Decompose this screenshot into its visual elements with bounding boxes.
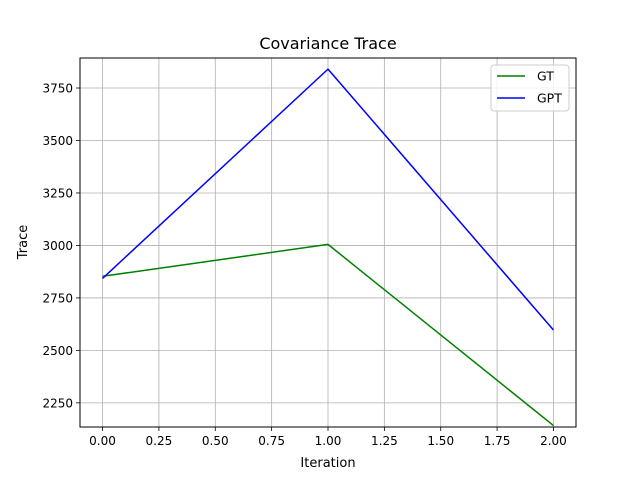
y-tick-label: 3000: [42, 239, 73, 253]
x-axis-ticks: 0.00 0.25 0.50 0.75 1.00 1.25 1.50 1.75 2.00: [89, 427, 567, 448]
y-tick-label: 3500: [42, 134, 73, 148]
x-tick-label: 2.00: [540, 434, 567, 448]
y-tick-label: 3750: [42, 82, 73, 96]
x-tick-label: 0.75: [258, 434, 285, 448]
y-axis-ticks: 2250 2500 2750 3000 3250 3500 3750: [42, 82, 80, 410]
x-tick-label: 0.25: [146, 434, 173, 448]
y-tick-label: 2750: [42, 291, 73, 305]
x-tick-label: 0.50: [202, 434, 229, 448]
chart-title: Covariance Trace: [259, 34, 396, 53]
y-tick-label: 3250: [42, 186, 73, 200]
legend-label-gpt: GPT: [537, 91, 562, 106]
grid-lines: [80, 58, 576, 427]
y-tick-label: 2500: [42, 344, 73, 358]
legend-label-gt: GT: [537, 69, 554, 84]
x-tick-label: 0.00: [89, 434, 116, 448]
series-line-gpt: [102, 68, 555, 331]
x-tick-label: 1.00: [315, 434, 342, 448]
y-axis-label: Trace: [16, 225, 31, 261]
legend: GT GPT: [490, 64, 570, 112]
series-lines: [102, 68, 555, 427]
x-axis-label: Iteration: [300, 456, 355, 471]
series-line-gt: [102, 243, 554, 427]
y-tick-label: 2250: [42, 396, 73, 410]
x-tick-label: 1.75: [484, 434, 511, 448]
x-tick-label: 1.25: [371, 434, 398, 448]
x-tick-label: 1.50: [427, 434, 454, 448]
